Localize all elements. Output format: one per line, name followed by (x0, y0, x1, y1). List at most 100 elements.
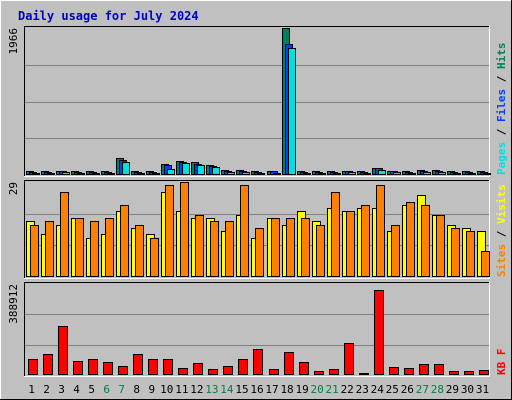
x-tick-label: 5 (88, 383, 95, 396)
legend: KB F (495, 349, 508, 376)
x-tick-label: 22 (341, 383, 354, 396)
x-tick-label: 8 (133, 383, 140, 396)
bar-sites (30, 225, 39, 277)
bar-kb-f (178, 368, 188, 375)
x-tick-label: 25 (386, 383, 399, 396)
legend-entry: / (495, 224, 508, 244)
bar-sites (481, 251, 490, 277)
bar-kb-f (374, 290, 384, 375)
bar-kb-f (314, 371, 324, 375)
bar-kb-f (103, 362, 113, 375)
panel-area (24, 26, 490, 177)
x-tick-label: 16 (250, 383, 263, 396)
bar-sites (210, 221, 219, 277)
bar-sites (301, 218, 310, 277)
x-tick-label: 9 (148, 383, 155, 396)
x-axis: 1 2 3 4 5 6 7 8 9 10 11 12 13 14 15 16 17 18 19 20 21 22 23 24 2… (28, 383, 489, 396)
chart-title: Daily usage for July 2024 (18, 9, 199, 23)
bar-sites (225, 221, 234, 277)
bar-pages (333, 173, 341, 175)
bar-kb-f (389, 367, 399, 375)
bar-pages (32, 173, 40, 175)
bar-kb-f (344, 343, 354, 375)
bar-pages (288, 48, 296, 175)
bar-kb-f (118, 366, 128, 375)
x-tick-label: 3 (58, 383, 65, 396)
bar-kb-f (329, 369, 339, 375)
legend-entry: Visits (495, 184, 508, 224)
x-tick-label: 29 (446, 383, 459, 396)
x-tick-label: 17 (265, 383, 278, 396)
bar-sites (180, 182, 189, 277)
x-tick-label: 18 (280, 383, 293, 396)
x-tick-label: 20 (311, 383, 324, 396)
bar-kb-f (193, 363, 203, 375)
legend-entry: / (495, 122, 508, 142)
x-tick-label: 13 (205, 383, 218, 396)
bar-sites (286, 218, 295, 277)
bar-sites (255, 228, 264, 277)
bar-pages (303, 173, 311, 175)
bar-sites (361, 205, 370, 277)
bar-sites (105, 218, 114, 277)
panel-volume: 388912 KB F (7, 282, 508, 377)
bar-sites (271, 218, 280, 277)
bar-kb-f (479, 370, 489, 375)
bar-pages (393, 172, 401, 175)
x-tick-label: 31 (476, 383, 489, 396)
bar-pages (242, 172, 250, 175)
bar-sites (75, 218, 84, 277)
x-tick-label: 24 (371, 383, 385, 396)
bar-kb-f (58, 326, 68, 375)
panel-requests: 1966 Pages / Files / Hits (7, 26, 508, 177)
bar-kb-f (43, 354, 53, 375)
bar-kb-f (299, 362, 309, 375)
bar-sites (421, 205, 430, 277)
bar-sites (331, 192, 340, 277)
bar-sites (346, 211, 355, 277)
bar-sites (406, 202, 415, 277)
legend-entry: KB F (495, 349, 508, 376)
x-tick-label: 28 (431, 383, 444, 396)
bar-pages (257, 173, 265, 175)
bar-sites (451, 228, 460, 277)
bar-kb-f (269, 369, 279, 375)
x-tick-label: 15 (235, 383, 248, 396)
bar-pages (348, 172, 356, 175)
bar-pages (408, 173, 416, 175)
bar-kb-f (359, 373, 369, 375)
bar-pages (273, 173, 281, 175)
bar-kb-f (464, 371, 474, 375)
bar-pages (227, 172, 235, 175)
x-tick-label: 1 (28, 383, 35, 396)
x-tick-label: 26 (401, 383, 414, 396)
bar-kb-f (223, 366, 233, 375)
bar-kb-f (163, 359, 173, 375)
bar-kb-f (434, 364, 444, 375)
x-tick-label: 10 (160, 383, 173, 396)
x-tick-label: 6 (103, 383, 110, 396)
bar-sites (466, 231, 475, 277)
bar-pages (107, 173, 115, 175)
bar-sites (391, 225, 400, 277)
legend: Pages / Files / Hits (495, 43, 508, 176)
bar-sites (436, 215, 445, 277)
legend-entry: Files (495, 89, 508, 122)
x-tick-label: 23 (356, 383, 369, 396)
bar-kb-f (88, 359, 98, 375)
x-tick-label: 27 (416, 383, 429, 396)
chart-panels: 1966 Pages / Files / Hits 29 Sites / Visits… (7, 26, 508, 377)
bar-pages (197, 165, 205, 175)
bar-pages (122, 162, 130, 175)
bar-pages (167, 169, 175, 175)
x-tick-label: 30 (461, 383, 474, 396)
legend-entry: Sites (495, 244, 508, 277)
x-tick-label: 7 (118, 383, 125, 396)
bar-pages (92, 173, 100, 175)
bar-sites (120, 205, 129, 277)
bar-kb-f (148, 359, 158, 375)
bar-pages (423, 172, 431, 175)
bar-kb-f (73, 361, 83, 375)
bar-kb-f (419, 364, 429, 375)
x-tick-label: 4 (73, 383, 80, 396)
